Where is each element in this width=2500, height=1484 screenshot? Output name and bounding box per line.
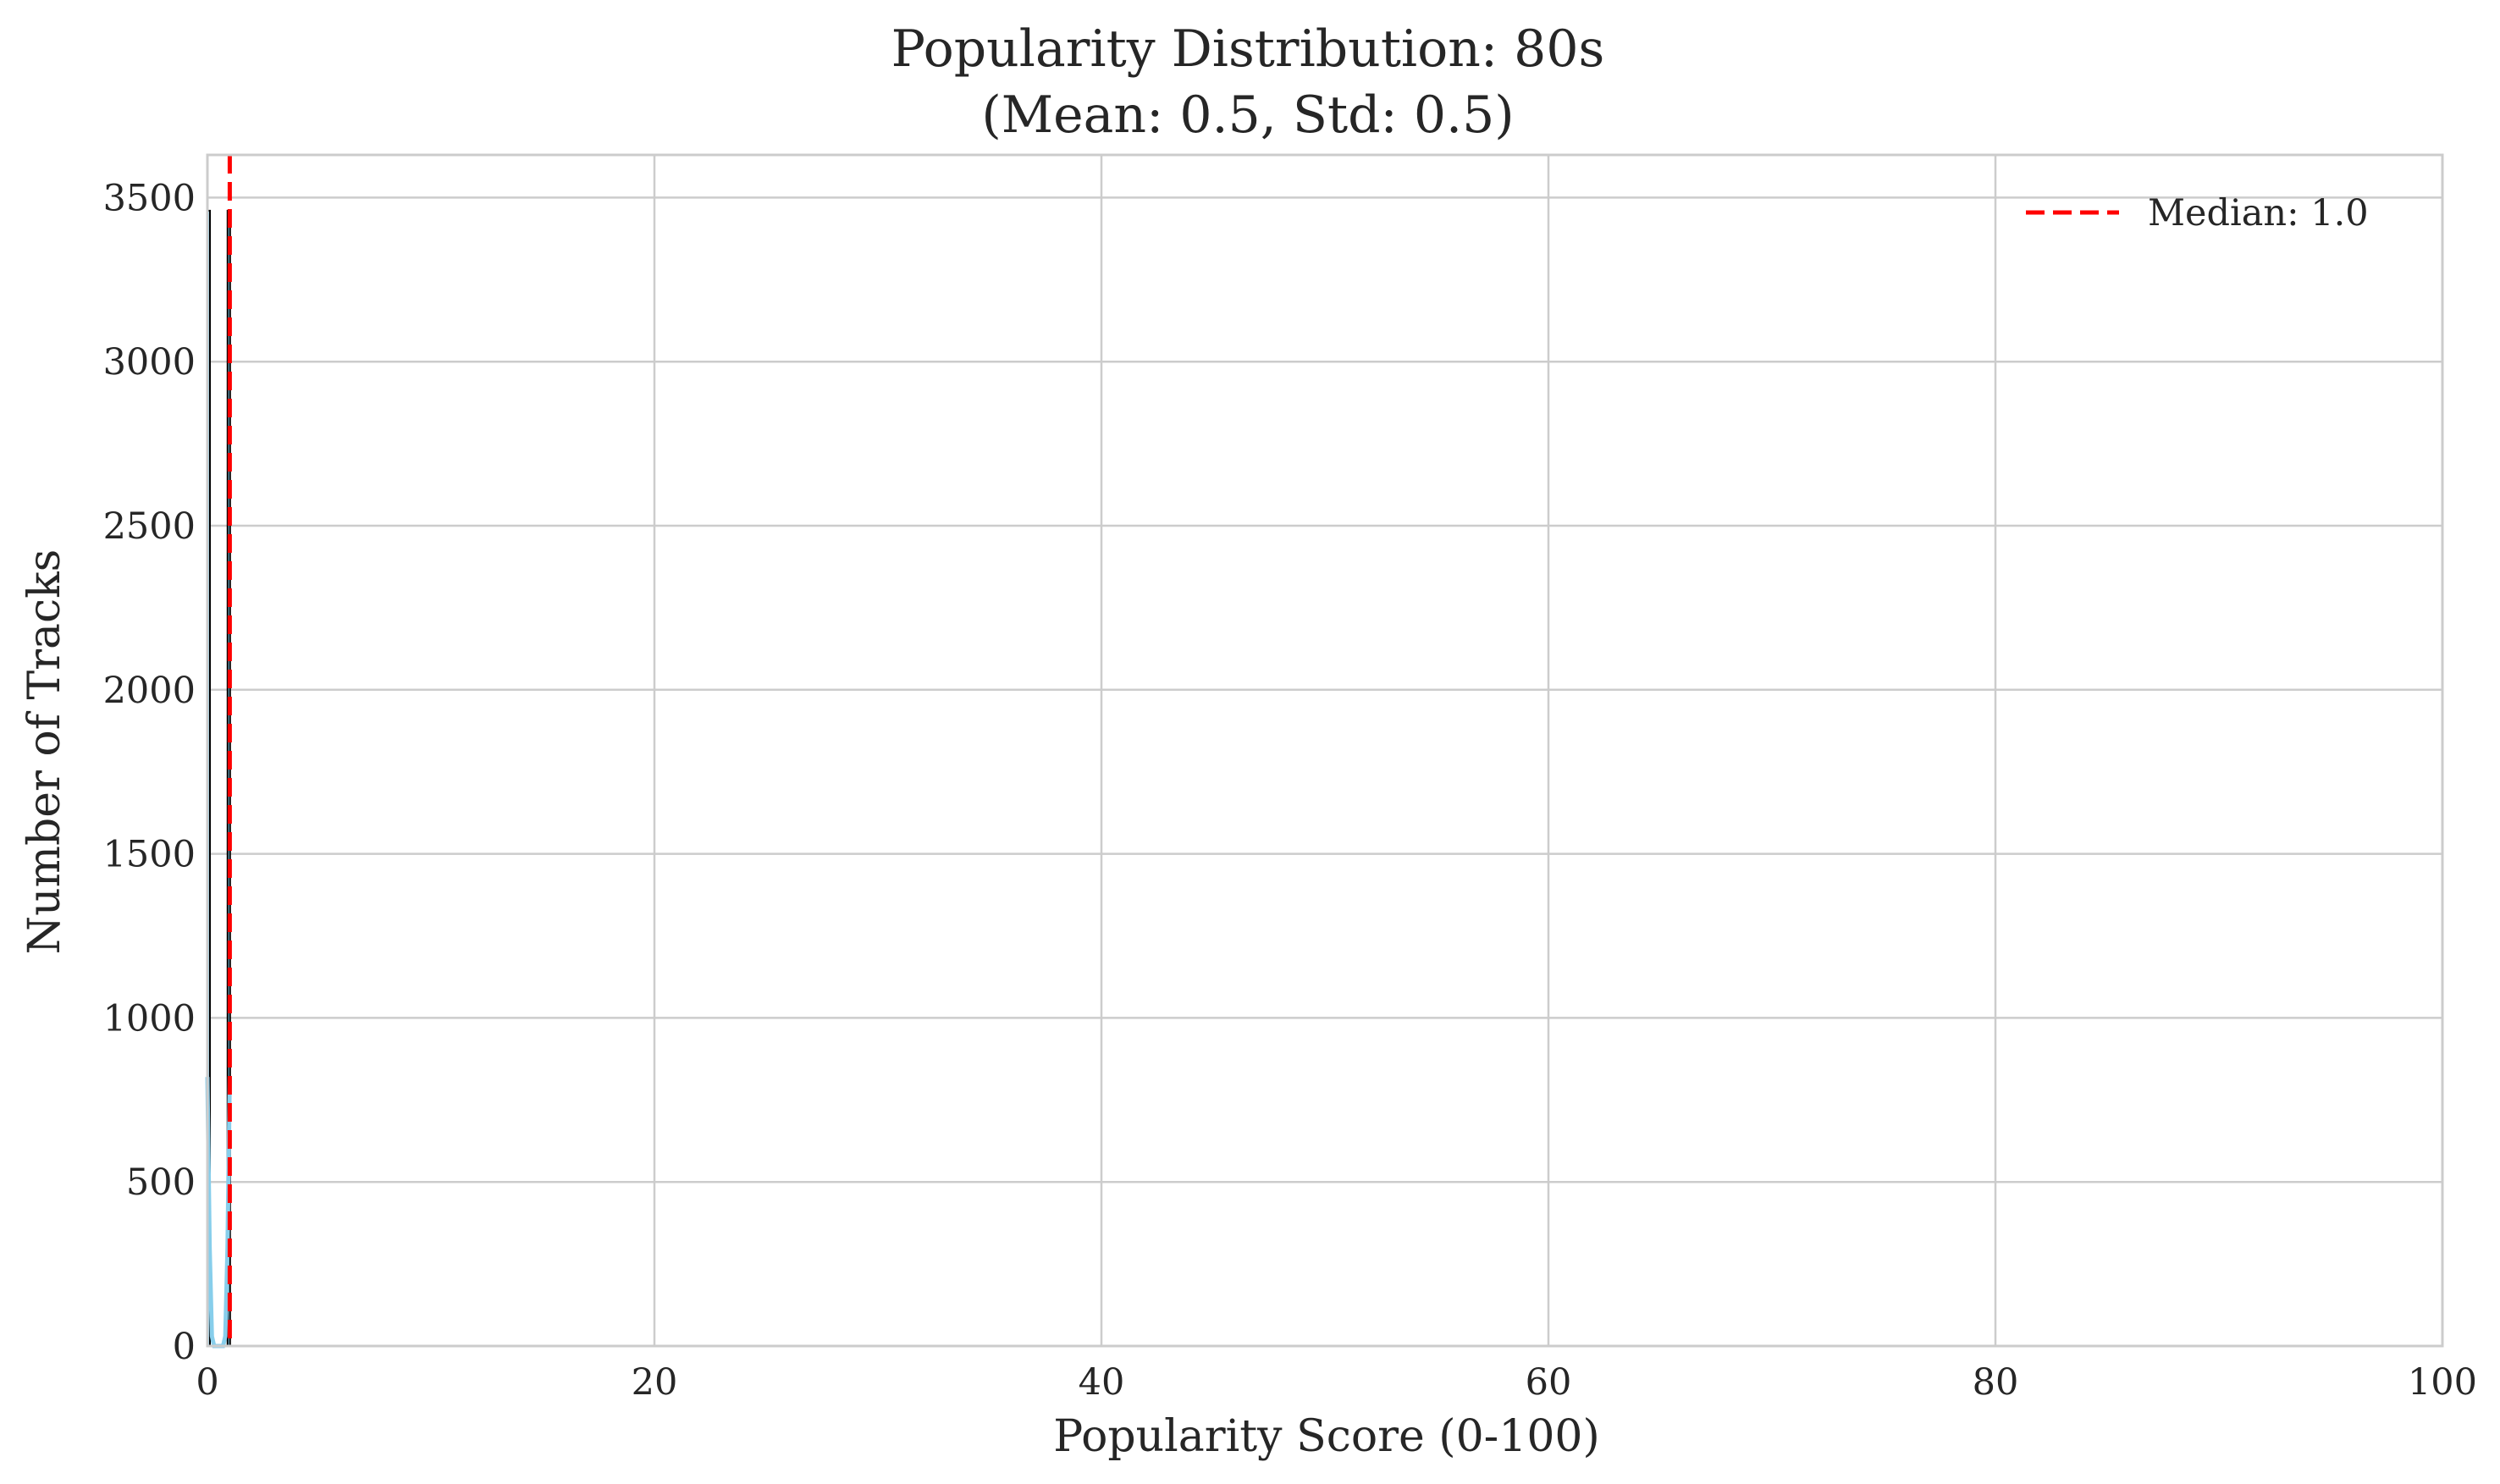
y-axis-label: Number of Tracks — [19, 549, 70, 955]
grid-lines — [206, 155, 2444, 1348]
x-tick-label: 40 — [1079, 1361, 1125, 1404]
plot-frame — [206, 153, 2444, 1348]
y-tick-label: 1500 — [103, 834, 196, 876]
x-tick-labels: 0 20 40 60 80 100 — [196, 1361, 2477, 1404]
x-tick-label: 100 — [2408, 1361, 2477, 1404]
y-tick-label: 500 — [126, 1161, 196, 1204]
x-tick-label: 80 — [1973, 1361, 2019, 1404]
x-axis-label: Popularity Score (0-100) — [1053, 1411, 1600, 1462]
y-tick-label: 1000 — [103, 997, 196, 1040]
y-tick-label: 3500 — [103, 177, 196, 219]
chart-subtitle: (Mean: 0.5, Std: 0.5) — [981, 86, 1514, 145]
y-tick-label: 2500 — [103, 505, 196, 548]
x-tick-label: 20 — [632, 1361, 678, 1404]
y-tick-label: 3000 — [103, 341, 196, 383]
y-tick-label: 0 — [173, 1326, 196, 1368]
legend: Median: 1.0 — [2026, 192, 2369, 234]
legend-median-label: Median: 1.0 — [2148, 192, 2369, 234]
y-tick-labels: 0 500 1000 1500 2000 2500 3000 3500 — [103, 177, 196, 1368]
x-tick-label: 0 — [196, 1361, 218, 1404]
chart-title: Popularity Distribution: 80s — [891, 19, 1605, 79]
x-tick-label: 60 — [1526, 1361, 1572, 1404]
y-tick-label: 2000 — [103, 670, 196, 712]
